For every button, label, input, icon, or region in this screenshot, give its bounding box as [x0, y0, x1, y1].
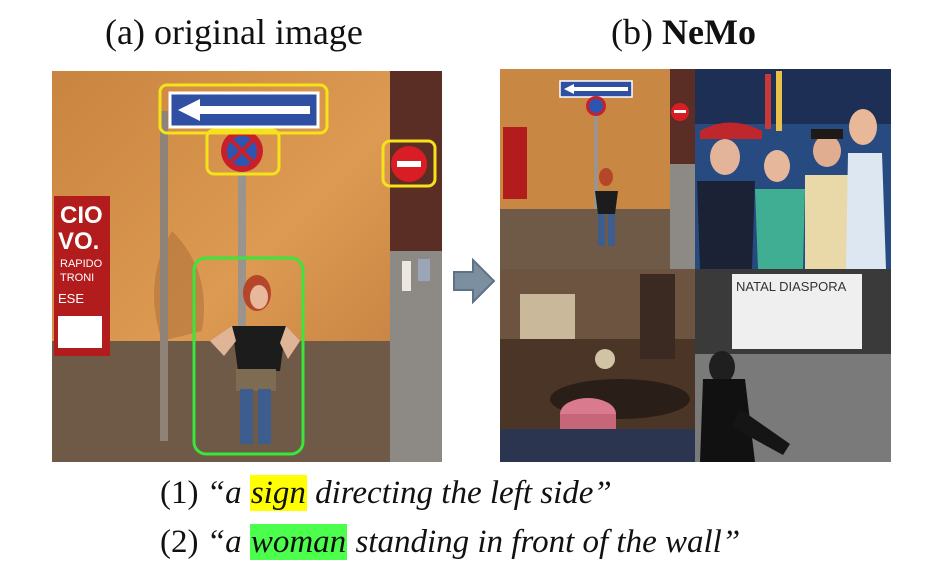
original-image: CIO VO. RAPIDO TRONI ESE [52, 71, 442, 462]
caption-b-prefix: (b) [611, 12, 662, 52]
caption-a: (a) original image [105, 12, 363, 52]
sign-box-no-entry [381, 139, 437, 188]
sign-pole [238, 131, 246, 361]
query-2: (2) “a woman standing in front of the wa… [160, 522, 740, 562]
query-1-highlight: sign [249, 475, 307, 511]
mosaic-tile-street [500, 69, 695, 269]
method-name: NeMo [661, 12, 756, 52]
transform-arrow-icon [453, 258, 495, 304]
query-2-highlight: woman [249, 524, 348, 560]
mosaic-tile-party [500, 269, 695, 462]
poster: CIO VO. RAPIDO TRONI ESE [54, 196, 110, 356]
car [418, 259, 430, 281]
sign-box-arrow [158, 83, 329, 135]
banner-text: NATAL DIASPORA [736, 279, 847, 294]
query-2-number: (2) [160, 524, 199, 560]
no-parking-sign [221, 130, 263, 172]
poster-text-1: CIO [60, 202, 103, 229]
arrow-sign [168, 91, 320, 129]
no-entry-sign [391, 146, 427, 182]
query-1-rest: directing the left side” [306, 475, 612, 511]
query-2-open: “a [206, 524, 250, 560]
nemo-mosaic: NATAL DIASPORA [500, 69, 891, 462]
poster-text-4: TRONI [60, 272, 94, 284]
woman [210, 275, 300, 444]
sign-box-no-parking [205, 128, 281, 176]
street [390, 251, 442, 462]
poster-text-5: ESE [58, 291, 84, 306]
caption-b: (b) NeMo [611, 12, 756, 52]
query-1: (1) “a sign directing the left side” [160, 473, 612, 513]
woman-box [192, 256, 305, 456]
pedestrian [402, 261, 411, 291]
query-2-rest: standing in front of the wall” [347, 524, 741, 560]
drain-pipe [160, 111, 168, 441]
query-1-open: “a [206, 475, 250, 511]
wall-base [52, 341, 390, 462]
poster-text-2: VO. [58, 228, 99, 255]
mosaic-tile-people [695, 69, 891, 269]
poster-text-3: RAPIDO [60, 258, 103, 270]
query-1-number: (1) [160, 475, 199, 511]
mosaic-tile-bw: NATAL DIASPORA [695, 269, 891, 462]
